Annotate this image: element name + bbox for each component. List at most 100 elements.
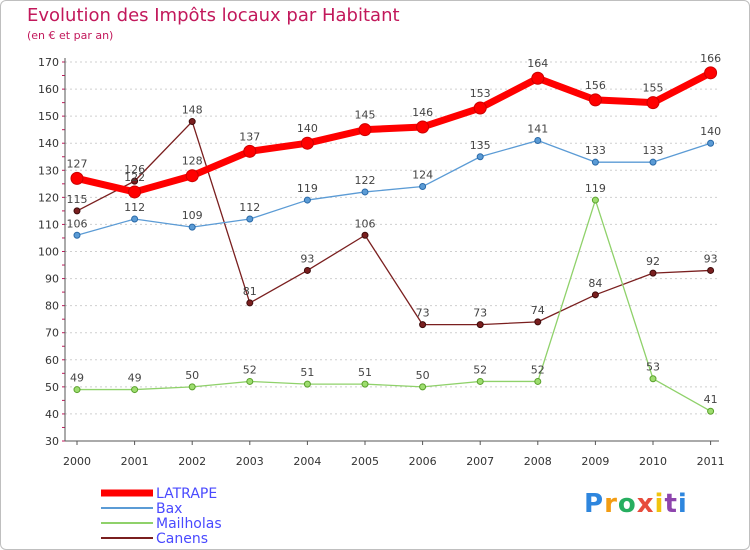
data-point-canens — [246, 299, 254, 307]
data-point-latrape — [128, 185, 142, 199]
data-label-canens: 106 — [355, 217, 376, 230]
brand-letter: o — [617, 489, 637, 519]
data-point-mailholas — [131, 386, 139, 394]
series-line-bax — [76, 139, 712, 236]
brand-letter: i — [677, 489, 688, 519]
data-labels: 115 126 148 81 93 106 73 73 74 84 92 93 49 49 50 52 51 51… — [67, 52, 722, 406]
data-label-latrape: 156 — [585, 79, 606, 92]
legend-label-bax: Bax — [156, 501, 182, 517]
x-tick-label: 2001 — [121, 455, 149, 468]
x-tick-label: 2007 — [466, 455, 494, 468]
data-point-latrape — [243, 144, 257, 158]
data-label-canens: 126 — [124, 163, 145, 176]
data-point-canens — [361, 231, 369, 239]
x-tick-label: 2009 — [581, 455, 609, 468]
data-point-mailholas — [303, 380, 311, 388]
data-label-canens: 92 — [646, 255, 660, 268]
data-label-mailholas: 41 — [704, 393, 718, 406]
data-point-mailholas — [591, 196, 599, 204]
data-point-latrape — [588, 93, 602, 107]
data-point-bax — [591, 158, 599, 166]
chart-title: Evolution des Impôts locaux par Habitant — [27, 5, 400, 26]
y-tick-label: 160 — [38, 83, 59, 96]
data-label-bax: 119 — [297, 182, 318, 195]
data-point-latrape — [704, 66, 718, 80]
data-label-bax: 133 — [643, 144, 664, 157]
data-point-canens — [649, 269, 657, 277]
y-tick-label: 130 — [38, 164, 59, 177]
brand-letter: i — [654, 489, 665, 519]
data-label-bax: 141 — [527, 123, 548, 136]
data-label-canens: 148 — [182, 104, 203, 117]
data-point-mailholas — [534, 377, 542, 385]
data-point-bax — [707, 139, 715, 147]
x-tick-label: 2003 — [236, 455, 264, 468]
data-point-latrape — [416, 120, 430, 134]
data-label-canens: 73 — [416, 307, 430, 320]
y-tick-label: 80 — [45, 300, 59, 313]
data-label-latrape: 164 — [527, 57, 548, 70]
data-label-mailholas: 49 — [128, 372, 142, 385]
data-point-canens — [131, 177, 139, 185]
x-tick-label: 2006 — [409, 455, 437, 468]
data-label-canens: 93 — [704, 252, 718, 265]
y-tick-label: 70 — [45, 327, 59, 340]
data-point-bax — [73, 231, 81, 239]
brand-logo: Proxiti — [584, 489, 688, 519]
data-label-latrape: 140 — [297, 122, 318, 135]
series-group — [70, 66, 718, 415]
x-tick-label: 2010 — [639, 455, 667, 468]
brand-letter: r — [604, 489, 618, 519]
series-line-latrape — [73, 69, 715, 196]
series-line-mailholas — [76, 199, 712, 412]
data-label-bax: 140 — [700, 125, 721, 138]
data-label-bax: 106 — [67, 217, 88, 230]
data-point-latrape — [300, 136, 314, 150]
legend-label-latrape: LATRAPE — [156, 486, 217, 502]
data-label-latrape: 146 — [412, 106, 433, 119]
data-label-latrape: 122 — [124, 171, 145, 184]
data-point-mailholas — [73, 386, 81, 394]
data-label-latrape: 166 — [700, 52, 721, 65]
data-point-mailholas — [707, 407, 715, 415]
data-label-mailholas: 50 — [185, 369, 199, 382]
data-label-canens: 84 — [588, 277, 602, 290]
data-point-canens — [707, 266, 715, 274]
axes: 30 40 50 60 70 80 90 100 110 120 130 140 150 160 170 20… — [38, 56, 725, 468]
data-point-canens — [303, 266, 311, 274]
data-point-bax — [303, 196, 311, 204]
data-label-latrape: 128 — [182, 155, 203, 168]
chart-subtitle: (en € et par an) — [27, 29, 114, 42]
data-point-bax — [361, 188, 369, 196]
data-point-mailholas — [361, 380, 369, 388]
data-point-bax — [131, 215, 139, 223]
data-point-bax — [534, 137, 542, 145]
data-label-mailholas: 49 — [70, 372, 84, 385]
data-point-latrape — [70, 171, 84, 185]
y-tick-label: 120 — [38, 191, 59, 204]
series-line-canens — [76, 120, 712, 326]
data-label-latrape: 155 — [643, 82, 664, 95]
y-tick-label: 170 — [38, 56, 59, 69]
data-label-mailholas: 53 — [646, 361, 660, 374]
data-point-mailholas — [419, 383, 427, 391]
data-point-bax — [246, 215, 254, 223]
data-point-mailholas — [476, 377, 484, 385]
y-tick-label: 30 — [45, 435, 59, 448]
data-label-canens: 93 — [300, 252, 314, 265]
data-point-mailholas — [649, 375, 657, 383]
grid — [65, 61, 719, 442]
y-tick-label: 100 — [38, 246, 59, 259]
data-label-mailholas: 50 — [416, 369, 430, 382]
x-tick-label: 2008 — [524, 455, 552, 468]
data-label-bax: 135 — [470, 139, 491, 152]
data-label-bax: 133 — [585, 144, 606, 157]
data-label-mailholas: 52 — [473, 363, 487, 376]
data-label-latrape: 153 — [470, 87, 491, 100]
data-label-bax: 112 — [124, 201, 145, 214]
data-label-mailholas: 51 — [358, 366, 372, 379]
brand-letter: t — [664, 489, 678, 519]
y-tick-label: 140 — [38, 137, 59, 150]
data-point-latrape — [646, 96, 660, 110]
